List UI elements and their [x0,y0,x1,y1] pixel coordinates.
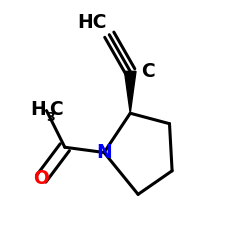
Text: HC: HC [77,13,107,32]
Text: O: O [33,169,49,188]
Text: C: C [141,62,154,81]
Text: N: N [96,143,112,162]
Text: 3: 3 [46,112,55,124]
Text: C: C [49,100,63,119]
Polygon shape [124,71,136,113]
Text: H: H [31,100,46,119]
